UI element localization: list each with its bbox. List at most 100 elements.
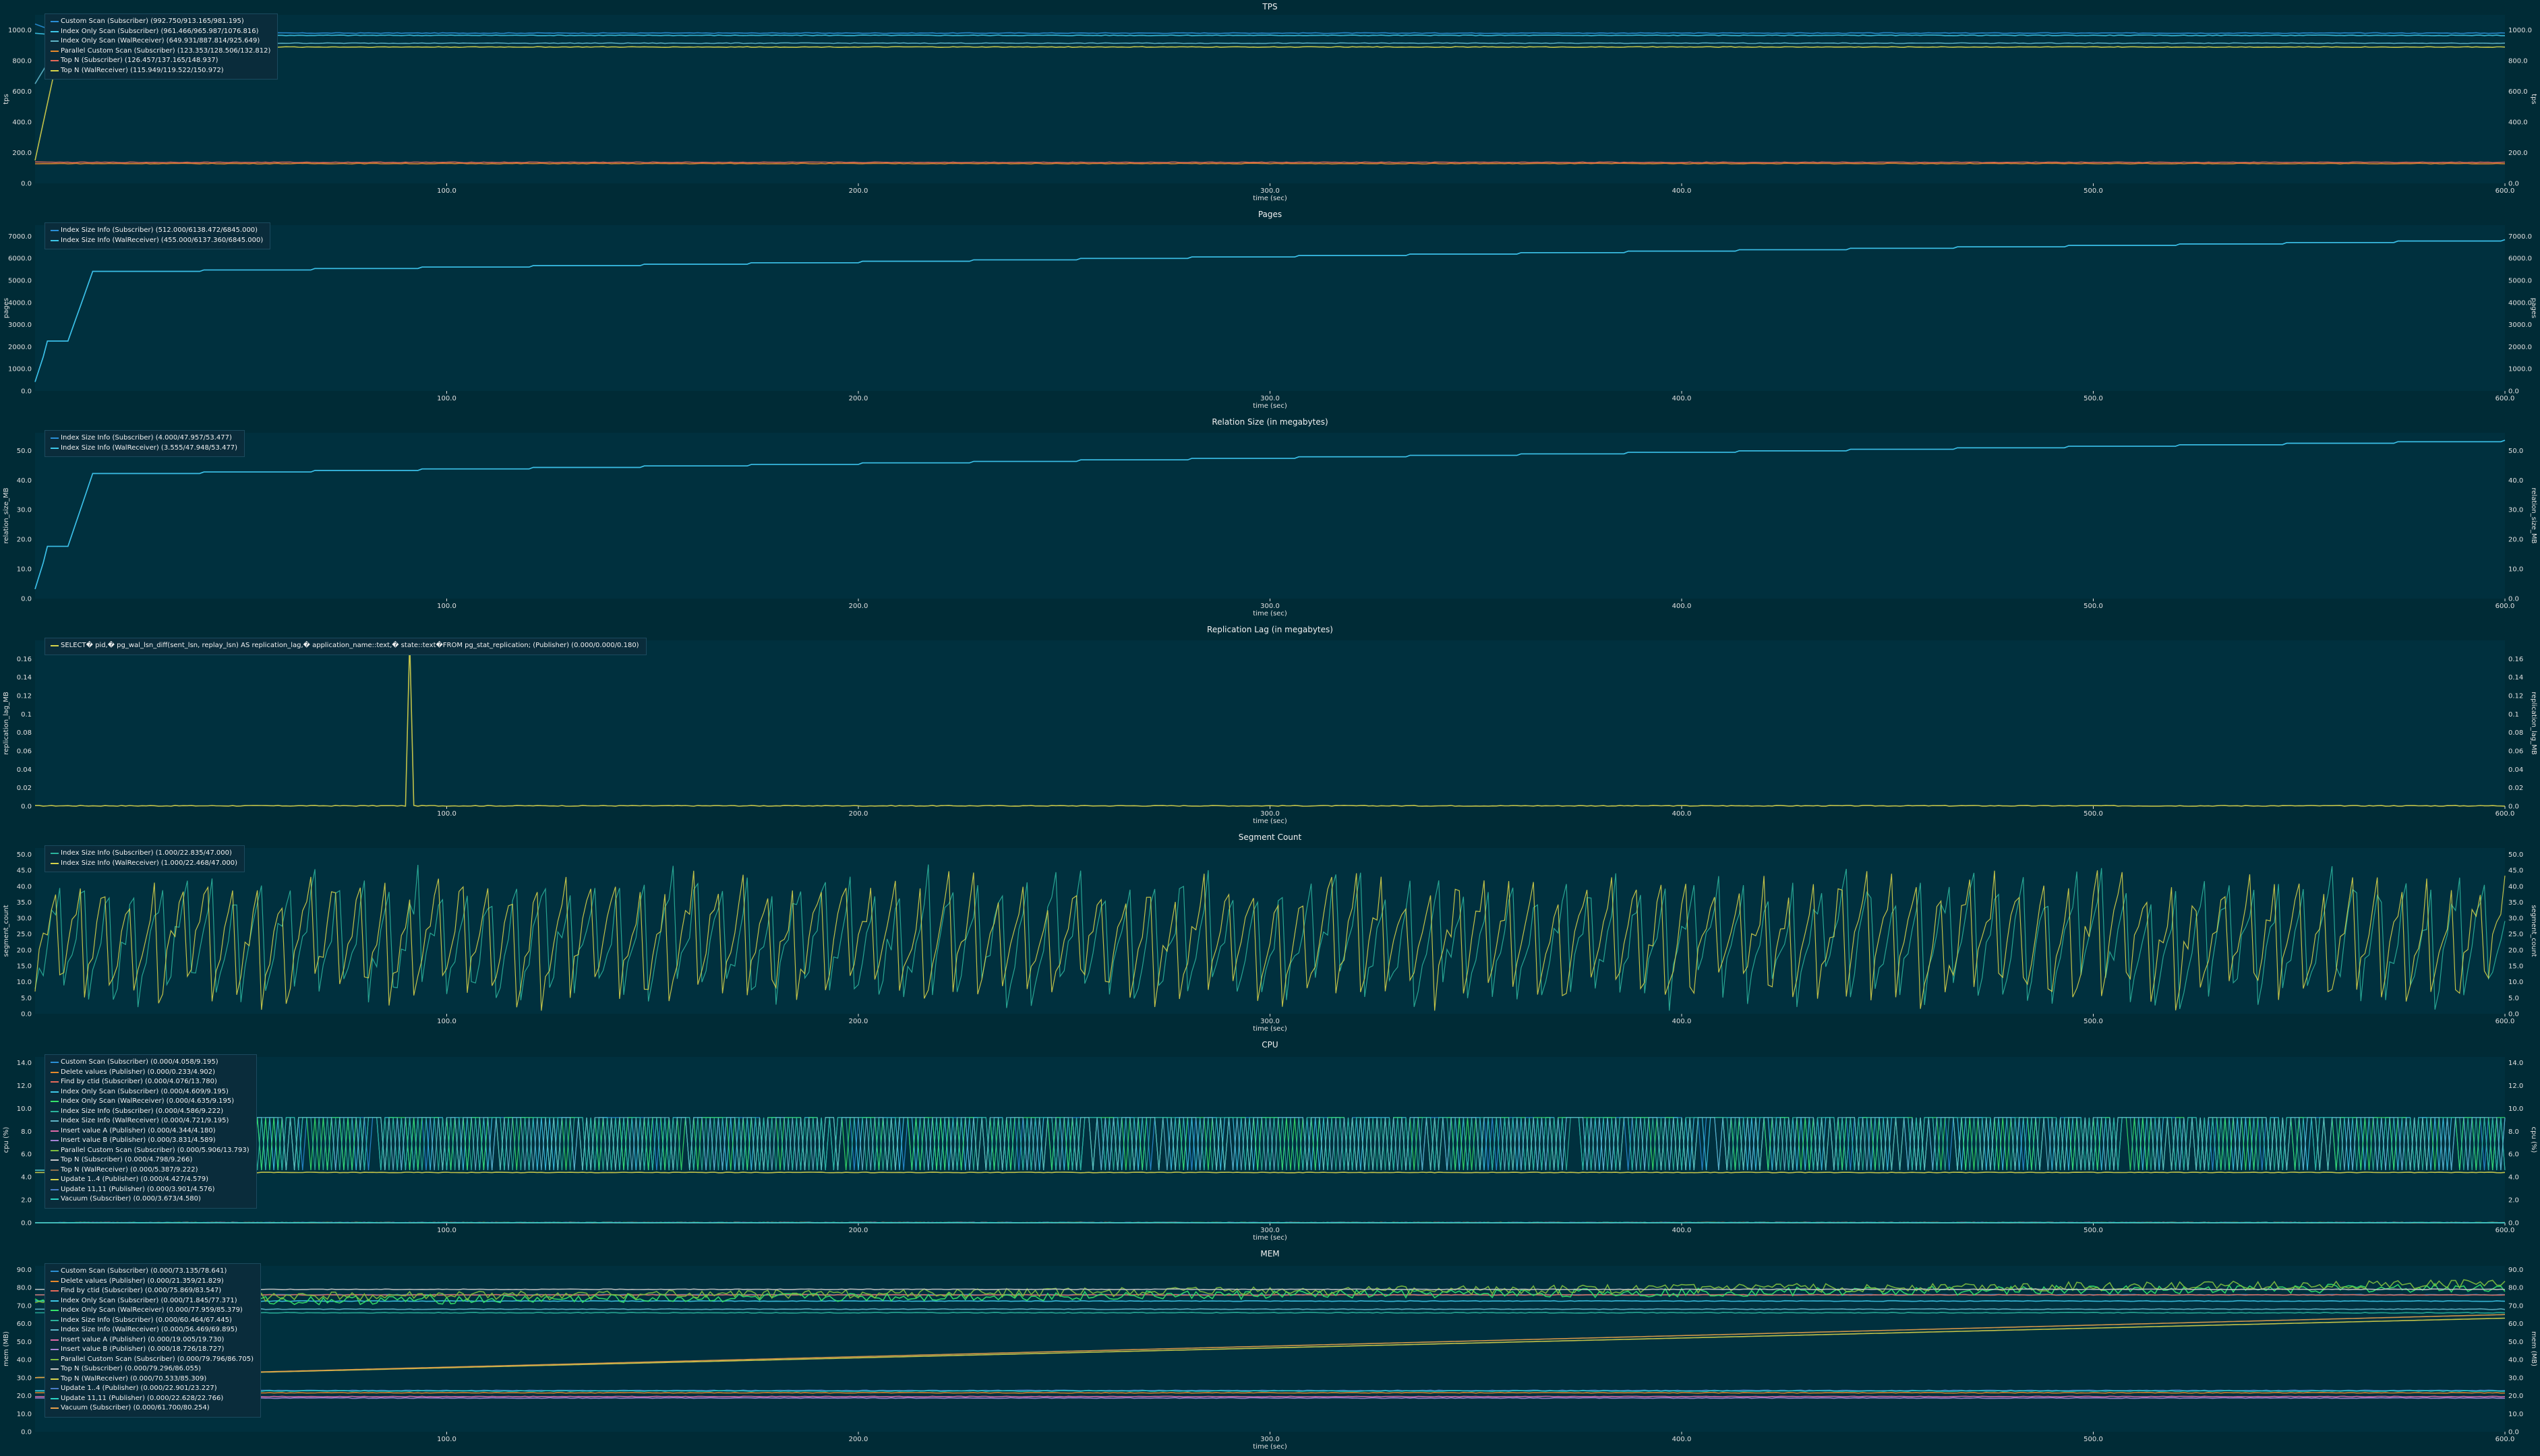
tps-legend-entry-4: Parallel Custom Scan (Subscriber) (123.3… bbox=[51, 47, 270, 57]
lag-y-tick-label-right: 0.04 bbox=[2508, 766, 2523, 774]
pages-y-tick-label-left: 4000.0 bbox=[8, 299, 32, 307]
tps-legend-entry-2: Index Only Scan (Subscriber) (961.466/96… bbox=[51, 27, 270, 37]
tps-chart-title: TPS bbox=[1262, 2, 1277, 11]
segments-y-axis-label-right: segment_count bbox=[2530, 905, 2537, 957]
pages-y-axis-label: pages bbox=[3, 298, 10, 318]
tps-series-line-4 bbox=[35, 162, 2506, 165]
relsize-legend-entry-2: Index Size Info (WalReceiver) (3.555/47.… bbox=[51, 444, 237, 454]
lag-x-tick-label: 200.0 bbox=[849, 810, 868, 818]
cpu-series-line-6 bbox=[35, 1117, 2506, 1171]
pages-y-tick-label-right: 3000.0 bbox=[2508, 322, 2532, 329]
mem-legend-label: Vacuum (Subscriber) (0.000/61.700/80.254… bbox=[61, 1404, 210, 1412]
lag-x-tick-label: 300.0 bbox=[1260, 810, 1280, 818]
lag-x-axis-label: time (sec) bbox=[1253, 818, 1287, 825]
mem-y-axis-label: mem (MB) bbox=[3, 1331, 10, 1366]
mem-y-tick-label-left: 60.0 bbox=[17, 1321, 32, 1328]
segments-y-tick-label-right: 10.0 bbox=[2508, 979, 2523, 986]
lag-y-tick-label-left: 0.0 bbox=[21, 803, 32, 811]
mem-legend-entry-4: Index Only Scan (Subscriber) (0.000/71.8… bbox=[51, 1296, 254, 1306]
mem-x-tick-label: 200.0 bbox=[849, 1436, 868, 1443]
relsize-x-tick-label: 200.0 bbox=[849, 603, 868, 610]
replication-lag-chart: Replication Lag (in megabytes) 100.0 200.0… bbox=[0, 623, 2540, 830]
pages-y-tick-label-left: 6000.0 bbox=[8, 255, 32, 263]
relsize-x-tick-label: 400.0 bbox=[1672, 603, 1692, 610]
segments-legend-entry-2: Index Size Info (WalReceiver) (1.000/22.… bbox=[51, 859, 237, 869]
tps-y-tick-label-right: 800.0 bbox=[2508, 58, 2528, 65]
cpu-x-tick-label: 300.0 bbox=[1260, 1227, 1280, 1234]
tps-series-line-2 bbox=[34, 32, 2505, 36]
tps-legend-entry-5: Top N (Subscriber) (126.457/137.165/148.… bbox=[51, 56, 270, 66]
lag-y-tick-label-right: 0.06 bbox=[2508, 748, 2523, 756]
mem-y-tick-label-right: 80.0 bbox=[2508, 1285, 2523, 1292]
relsize-legend-swatch bbox=[51, 437, 59, 439]
cpu-legend: Custom Scan (Subscriber) (0.000/4.058/9.… bbox=[45, 1054, 257, 1209]
relsize-plot-area bbox=[35, 433, 2505, 599]
mem-series-line-12 bbox=[34, 1317, 2506, 1378]
tps-legend-entry-3: Index Only Scan (WalReceiver) (649.931/8… bbox=[51, 36, 270, 47]
relsize-chart-title: Relation Size (in megabytes) bbox=[1212, 417, 1328, 427]
tps-x-tick-label: 500.0 bbox=[2084, 187, 2103, 195]
mem-y-tick-label-right: 70.0 bbox=[2508, 1302, 2523, 1310]
mem-series-line-4 bbox=[35, 1300, 2506, 1302]
segments-series-line-1 bbox=[34, 864, 2506, 1011]
lag-plot-area bbox=[35, 640, 2505, 806]
cpu-x-axis-label: time (sec) bbox=[1253, 1234, 1287, 1242]
relation-size-legend: Index Size Info (Subscriber) (4.000/47.9… bbox=[45, 430, 245, 457]
mem-x-tick-label: 300.0 bbox=[1260, 1436, 1280, 1443]
segments-series-line-2 bbox=[34, 870, 2506, 1011]
pages-x-tick-label: 400.0 bbox=[1672, 395, 1692, 402]
segment-count-chart: Segment Count 100.0 200.0 300.0 400.0 500.0 60… bbox=[0, 830, 2540, 1038]
mem-legend-swatch bbox=[51, 1349, 59, 1351]
cpu-legend-entry-8: Insert value A (Publisher) (0.000/4.344/… bbox=[51, 1126, 249, 1136]
tps-y-axis-label: tps bbox=[3, 94, 10, 104]
relsize-y-tick-label-right: 40.0 bbox=[2508, 477, 2523, 485]
relsize-y-tick-label-left: 30.0 bbox=[17, 507, 32, 514]
tps-series-line-6 bbox=[34, 46, 2506, 161]
lag-y-tick-label-right: 0.0 bbox=[2508, 803, 2519, 811]
pages-y-tick-label-left: 2000.0 bbox=[8, 344, 32, 351]
cpu-chart-title: CPU bbox=[1262, 1040, 1278, 1050]
cpu-x-tick-label: 600.0 bbox=[2495, 1227, 2515, 1234]
tps-legend-entry-6: Top N (WalReceiver) (115.949/119.522/150… bbox=[51, 66, 270, 76]
tps-y-axis-label-right: tps bbox=[2530, 94, 2537, 104]
tps-x-tick-label: 400.0 bbox=[1672, 187, 1692, 195]
mem-series-line-7 bbox=[35, 1308, 2506, 1310]
cpu-legend-swatch bbox=[51, 1091, 59, 1093]
tps-x-tick-label: 100.0 bbox=[437, 187, 456, 195]
tps-chart: TPS 100.0 200.0 300.0 400.0 500.0 600.0 time (s… bbox=[0, 0, 2540, 208]
relsize-legend-label: Index Size Info (Subscriber) (4.000/47.9… bbox=[61, 434, 232, 442]
tps-legend-swatch bbox=[51, 60, 59, 62]
tps-y-tick-label-right: 600.0 bbox=[2508, 88, 2528, 96]
mem-series-line-15 bbox=[34, 1314, 2506, 1378]
cpu-legend-swatch bbox=[51, 1071, 59, 1073]
cpu-legend-swatch bbox=[51, 1081, 59, 1083]
cpu-x-tick-label: 500.0 bbox=[2084, 1227, 2103, 1234]
cpu-legend-swatch bbox=[51, 1140, 59, 1142]
mem-y-tick-label-left: 20.0 bbox=[17, 1393, 32, 1400]
tps-legend-swatch bbox=[51, 30, 59, 32]
relsize-y-tick-label-right: 20.0 bbox=[2508, 537, 2523, 544]
cpu-legend-entry-6: Index Size Info (Subscriber) (0.000/4.58… bbox=[51, 1107, 249, 1117]
lag-y-tick-label-right: 0.16 bbox=[2508, 656, 2523, 663]
cpu-legend-label: Top N (WalReceiver) (0.000/5.387/9.222) bbox=[61, 1165, 198, 1174]
mem-legend-swatch bbox=[51, 1271, 59, 1273]
cpu-y-axis-label: cpu (%) bbox=[3, 1127, 10, 1153]
tps-series-line-1 bbox=[34, 23, 2506, 34]
mem-legend-swatch bbox=[51, 1397, 59, 1399]
mem-y-tick-label-right: 60.0 bbox=[2508, 1321, 2523, 1328]
segments-y-tick-label-right: 5.0 bbox=[2508, 995, 2519, 1002]
mem-series-line-10 bbox=[34, 1279, 2506, 1304]
lag-x-tick-label: 400.0 bbox=[1672, 810, 1692, 818]
mem-legend-label: Index Size Info (WalReceiver) (0.000/56.… bbox=[61, 1326, 238, 1333]
mem-y-tick-label-left: 70.0 bbox=[17, 1302, 32, 1310]
segment-count-chart-canvas: Segment Count 100.0 200.0 300.0 400.0 500.0 60… bbox=[3, 832, 2537, 1033]
mem-series-line-11 bbox=[35, 1288, 2506, 1291]
pages-chart-canvas: Pages 100.0 200.0 300.0 400.0 500.0 600.0 time … bbox=[3, 210, 2537, 410]
mem-legend-label: Custom Scan (Subscriber) (0.000/73.135/7… bbox=[61, 1267, 227, 1275]
pages-series-line-2 bbox=[34, 239, 2506, 382]
pages-y-tick-label-right: 5000.0 bbox=[2508, 278, 2532, 285]
segments-y-tick-label-left: 25.0 bbox=[17, 931, 32, 938]
cpu-legend-swatch bbox=[51, 1110, 59, 1112]
lag-y-tick-label-left: 0.02 bbox=[17, 785, 32, 792]
mem-legend-entry-14: Update 11,11 (Publisher) (0.000/22.628/2… bbox=[51, 1394, 254, 1404]
